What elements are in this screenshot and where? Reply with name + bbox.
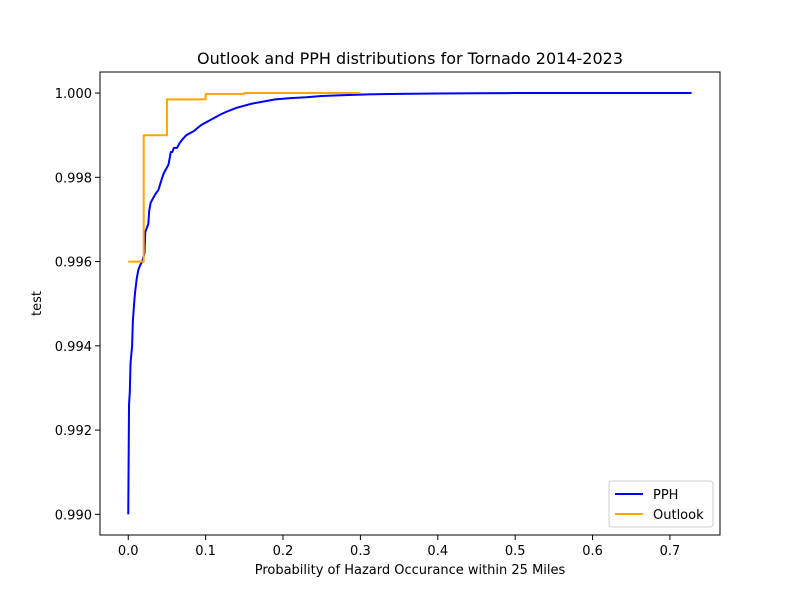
x-tick-label: 0.3 — [350, 544, 371, 559]
x-tick-label: 0.6 — [582, 544, 603, 559]
y-tick-label: 0.998 — [55, 171, 92, 186]
x-tick-label: 0.1 — [195, 544, 216, 559]
x-tick-label: 0.7 — [660, 544, 681, 559]
chart-title: Outlook and PPH distributions for Tornad… — [197, 49, 623, 68]
x-tick-label: 0.0 — [118, 544, 139, 559]
x-tick-label: 0.2 — [273, 544, 294, 559]
y-tick-label: 0.996 — [55, 256, 92, 271]
plot-frame — [99, 71, 721, 536]
series-line-outlook — [128, 92, 361, 263]
y-tick-label: 0.994 — [55, 340, 92, 355]
y-tick-label: 1.000 — [55, 87, 92, 102]
y-tick-label: 0.990 — [55, 508, 92, 523]
legend-label-outlook: Outlook — [653, 508, 704, 523]
y-tick-label: 0.992 — [55, 424, 92, 439]
y-axis-label: test — [30, 291, 45, 316]
series-line-pph — [127, 92, 692, 515]
x-axis-label: Probability of Hazard Occurance within 2… — [255, 563, 566, 578]
x-tick-label: 0.5 — [505, 544, 526, 559]
x-tick-label: 0.4 — [427, 544, 448, 559]
legend-label-pph: PPH — [653, 488, 678, 503]
legend: PPH Outlook — [608, 480, 714, 528]
plot-lines — [127, 92, 692, 515]
legend-box — [608, 480, 714, 528]
y-axis: 0.990 0.992 0.994 0.996 0.998 1.000 — [55, 87, 100, 523]
x-axis: 0.0 0.1 0.2 0.3 0.4 0.5 0.6 0.7 — [118, 535, 680, 559]
